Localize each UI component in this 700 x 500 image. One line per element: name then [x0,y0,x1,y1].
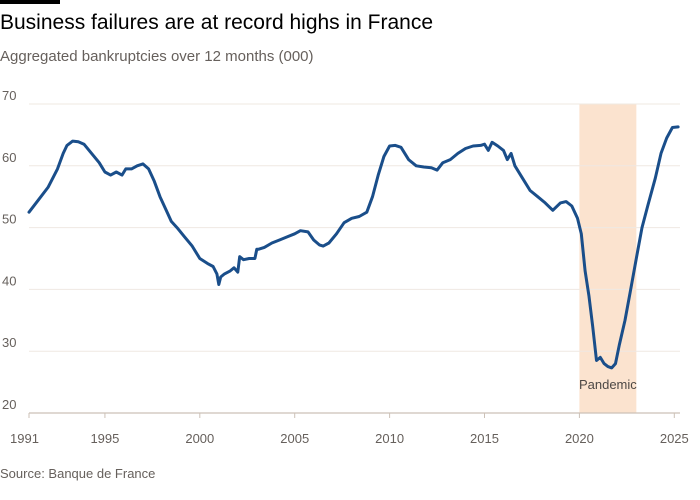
series-line-0 [27,125,680,370]
y-tick-label-40: 40 [2,273,16,288]
y-tick-label-20: 20 [2,397,16,412]
x-tick-label-2020: 2020 [565,431,594,446]
x-tick-label-1991: 1991 [10,431,39,446]
pandemic-shade [579,104,637,413]
x-tick-label-2010: 2010 [375,431,404,446]
y-tick-label-70: 70 [2,88,16,103]
y-tick-label-30: 30 [2,335,16,350]
chart-subtitle: Aggregated bankruptcies over 12 months (… [0,48,314,65]
chart-title: Business failures are at record highs in… [0,11,434,34]
x-tick-label-2005: 2005 [280,431,309,446]
y-tick-label-50: 50 [2,212,16,227]
x-tick-label-2015: 2015 [470,431,499,446]
chart-source: Source: Banque de France [0,466,156,481]
y-tick-label-60: 60 [2,150,16,165]
x-tick-label-1995: 1995 [90,431,119,446]
brand-bar [0,0,60,4]
x-tick-label-2025: 2025 [660,431,689,446]
pandemic-label: Pandemic [579,377,637,392]
x-tick-label-2000: 2000 [185,431,214,446]
